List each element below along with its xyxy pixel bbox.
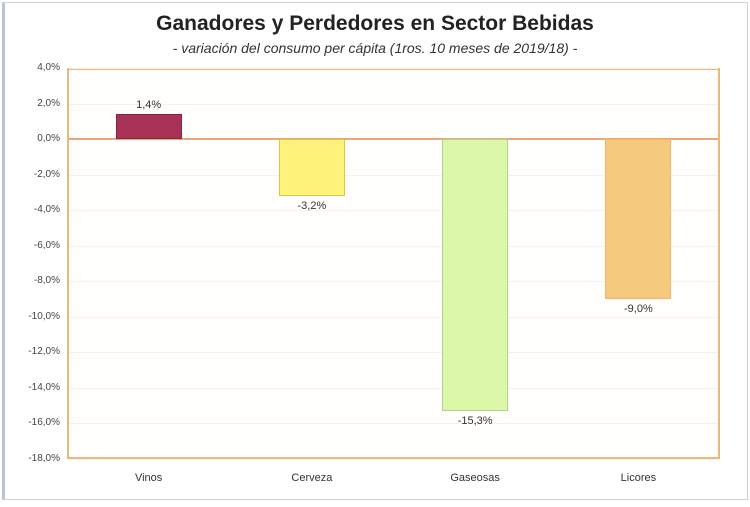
- gridline: [69, 210, 718, 212]
- gridline: [69, 245, 718, 247]
- y-tick-label: -16,0%: [28, 417, 60, 429]
- y-tick-label: -2,0%: [33, 168, 60, 180]
- gridline: [69, 281, 718, 283]
- y-tick-label: -12,0%: [28, 346, 60, 358]
- bar-licores: [605, 139, 672, 300]
- x-tick-label: Licores: [620, 472, 657, 484]
- value-label: -15,3%: [457, 415, 493, 427]
- chart-title: Ganadores y Perdedores en Sector Bebidas: [156, 12, 594, 35]
- gridline: [69, 174, 718, 176]
- y-tick-label: -6,0%: [33, 239, 60, 251]
- gridline: [69, 352, 718, 354]
- y-tick-label: -4,0%: [33, 204, 60, 216]
- chart-subtitle: - variación del consumo per cápita (1ros…: [172, 40, 578, 56]
- y-tick-label: 2,0%: [37, 97, 60, 109]
- gridline: [69, 68, 718, 69]
- value-label: -3,2%: [297, 199, 327, 212]
- gridline: [69, 387, 718, 389]
- gridline: [69, 423, 718, 425]
- gridline: [69, 103, 718, 105]
- y-tick-label: -14,0%: [28, 381, 60, 393]
- y-tick-label: -8,0%: [33, 275, 60, 287]
- bar-vinos: [115, 114, 182, 140]
- x-tick-label: Vinos: [134, 472, 163, 484]
- gridline: [69, 459, 718, 460]
- value-label: -9,0%: [624, 303, 653, 316]
- x-tick-label: Gaseosas: [450, 472, 500, 484]
- gridline: [69, 316, 718, 318]
- zero-line: [69, 138, 718, 141]
- value-label: 1,4%: [136, 99, 162, 112]
- x-tick-label: Cerveza: [291, 472, 333, 484]
- bar-gaseosas: [442, 139, 509, 411]
- y-tick-label: 0,0%: [37, 133, 60, 145]
- y-tick-label: -18,0%: [28, 453, 60, 464]
- y-tick-label: 4,0%: [37, 62, 60, 73]
- bar-cerveza: [278, 139, 345, 196]
- y-tick-label: -10,0%: [28, 310, 60, 322]
